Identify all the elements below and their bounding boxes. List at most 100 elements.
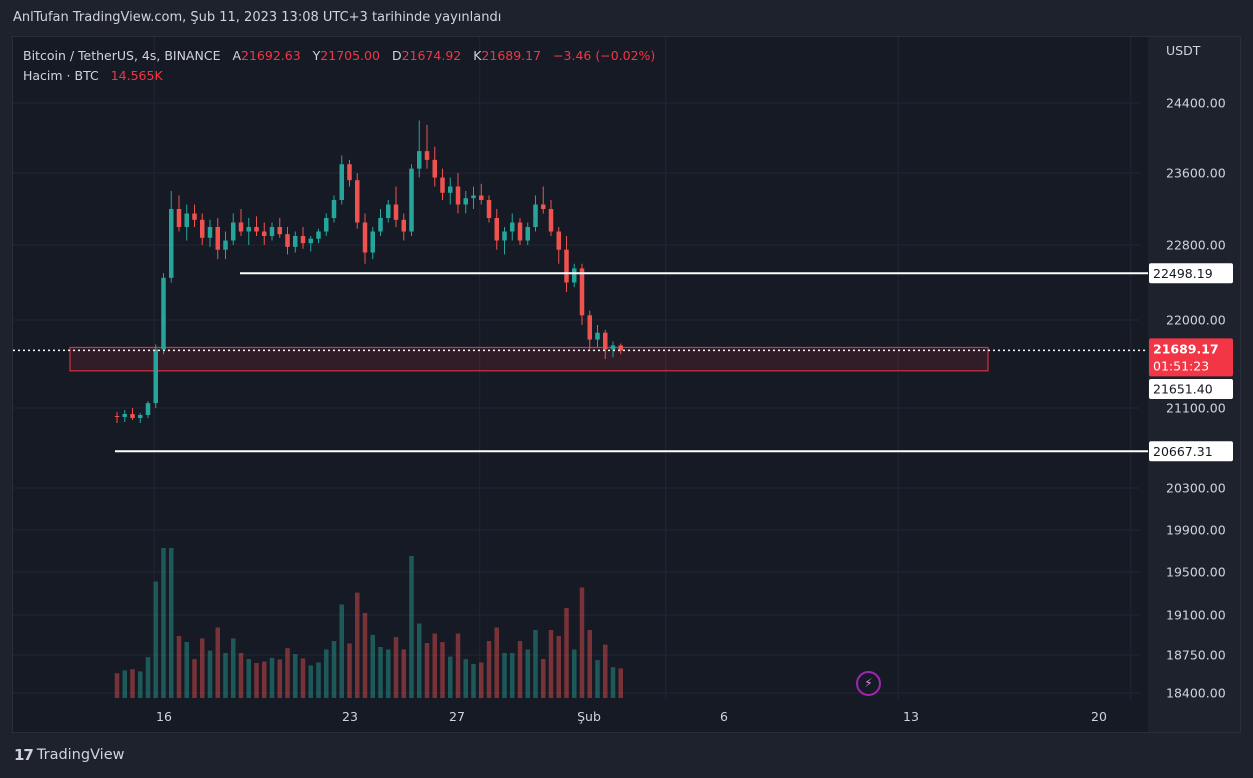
candle-body: [571, 268, 577, 283]
volume-bar: [432, 633, 437, 698]
price-axis: USDT 24400.00 23600.00 22800.00 22000.00 2110…: [1148, 37, 1240, 732]
candle-body: [579, 268, 585, 316]
chart-panel[interactable]: [12, 36, 1241, 733]
volume-bar: [463, 659, 468, 698]
volume-bar: [548, 630, 554, 698]
volume-bar: [324, 649, 329, 698]
volume-bar: [370, 634, 375, 698]
candle-body: [169, 209, 174, 278]
volume-bar: [254, 663, 259, 698]
candle-body: [378, 218, 383, 232]
candle-body: [393, 204, 399, 220]
candle-body: [502, 231, 507, 241]
candle-body: [199, 219, 205, 238]
volume-bar: [355, 592, 360, 698]
candle-body: [510, 222, 515, 232]
candle-body: [339, 164, 344, 200]
volume-bar: [409, 556, 414, 698]
candle-body: [440, 177, 445, 193]
volume-bar: [122, 670, 128, 698]
candle-body: [114, 416, 120, 417]
volume-bar: [486, 641, 492, 698]
candle-body: [610, 345, 616, 350]
candle-body: [548, 209, 554, 232]
volume-bar: [145, 657, 151, 698]
low-label: D: [391, 48, 402, 63]
candles: [114, 120, 623, 423]
volume-bar: [308, 665, 314, 698]
volume-bar: [130, 669, 135, 698]
candle-body: [300, 236, 306, 244]
time-tick-label: 27: [449, 709, 465, 724]
volume-bar: [424, 643, 430, 698]
candle-body: [417, 151, 422, 169]
high-label: Y: [312, 48, 321, 63]
candle-body: [525, 227, 530, 241]
candle-body: [207, 227, 213, 238]
volume-bar: [502, 653, 507, 698]
volume-bar: [587, 630, 593, 698]
volume-bar: [595, 660, 600, 698]
candle-body: [541, 204, 546, 209]
volume-bar: [207, 650, 213, 698]
volume-bar: [215, 627, 221, 698]
volume-bar: [618, 668, 623, 698]
currency-label: USDT: [1166, 43, 1201, 58]
candle-body: [587, 315, 593, 340]
volume-bar: [231, 638, 236, 698]
candle-body: [494, 218, 500, 241]
candle-body: [486, 200, 492, 218]
change-value: −3.46 (−0.02%): [553, 48, 656, 63]
current-price-tag: [1149, 338, 1233, 377]
volume-bar: [385, 649, 391, 698]
volume-bar: [300, 658, 306, 698]
volume-bar: [269, 658, 275, 698]
candle-body: [262, 231, 267, 236]
current-price-tag-label: 21689.17: [1153, 341, 1219, 356]
lightning-icon[interactable]: ⚡: [856, 671, 881, 696]
volume-bar: [603, 644, 608, 698]
volume-bar: [564, 608, 569, 698]
support-zone-layer: [69, 346, 989, 372]
extra-price-tag-label: 21651.40: [1153, 382, 1213, 397]
time-tick-label: 16: [156, 709, 172, 724]
volume-bar: [579, 587, 585, 698]
candle-body: [448, 186, 453, 193]
price-tick-label: 19900.00: [1166, 523, 1226, 538]
volume-bar: [517, 641, 523, 698]
candle-body: [130, 414, 135, 418]
volume-bar: [478, 662, 484, 698]
line-price-tag-label: 20667.31: [1153, 444, 1213, 459]
volume-bar: [533, 630, 538, 698]
candle-body: [401, 219, 407, 232]
volume-bar: [277, 659, 282, 698]
price-tick-label: 23600.00: [1166, 166, 1226, 181]
line-price-tag: [1149, 441, 1233, 462]
candle-body: [277, 227, 282, 235]
low-value: 21674.92: [401, 48, 462, 63]
candle-body: [595, 332, 600, 340]
tradingview-logo[interactable]: 17 TradingView: [14, 746, 124, 764]
volume-bar: [556, 636, 561, 698]
price-tick-label: 18400.00: [1166, 686, 1226, 701]
volume-bar: [223, 653, 228, 698]
line-price-tag: [1149, 263, 1233, 284]
candle-body: [355, 180, 360, 223]
extra-price-tag: [1149, 379, 1233, 399]
volume-bar: [114, 673, 120, 698]
volume-label: Hacim · BTC: [23, 68, 99, 83]
open-value: 21692.63: [241, 48, 301, 63]
candle-body: [432, 159, 437, 178]
symbol-label: Bitcoin / TetherUS, 4s, BINANCE: [23, 48, 221, 63]
candle-body: [122, 414, 128, 417]
price-tick-label: 22800.00: [1166, 238, 1226, 253]
close-value: 21689.17: [481, 48, 542, 63]
time-tick-label: Şub: [577, 709, 601, 724]
volume-bar: [285, 648, 290, 698]
price-tick-label: 20300.00: [1166, 481, 1226, 496]
volume-bar: [471, 663, 476, 698]
time-tick-label: 6: [720, 709, 728, 724]
candle-body: [238, 222, 244, 232]
candle-body: [316, 231, 321, 239]
